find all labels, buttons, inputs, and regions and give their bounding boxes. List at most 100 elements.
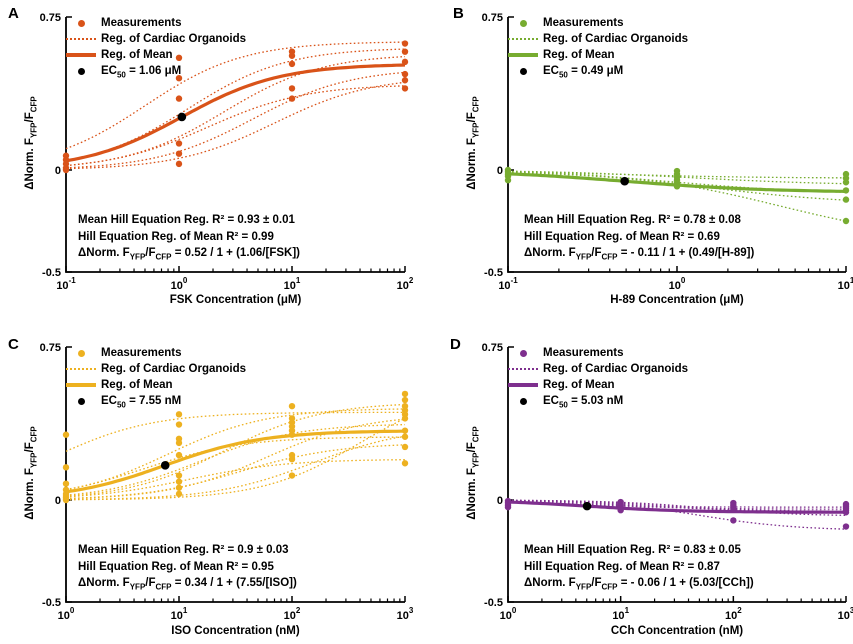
ec50-dot-marker: [519, 67, 527, 75]
legend-ec50-label: EC50 = 1.06 μM: [101, 65, 182, 80]
stats-line-1: Mean Hill Equation Reg. R² = 0.83 ± 0.05: [524, 544, 741, 556]
legend-item-measurements: Measurements: [508, 345, 688, 361]
legend-item-mean: Reg. of Mean: [508, 47, 688, 63]
svg-text:0: 0: [55, 165, 61, 177]
x-axis-label: H-89 Concentration (μM): [610, 294, 744, 306]
legend-item-mean: Reg. of Mean: [66, 377, 246, 393]
legend-mean-label: Reg. of Mean: [543, 49, 615, 61]
panel-c: C ΔNorm. FYFP/FCFP Measurements Reg. of …: [0, 322, 426, 644]
measurement-dot-marker: [519, 349, 527, 357]
stats-block: Mean Hill Equation Reg. R² = 0.9 ± 0.03 …: [78, 542, 297, 592]
svg-text:100: 100: [171, 276, 188, 292]
measurement-dot-marker: [77, 19, 85, 27]
legend-item-mean: Reg. of Mean: [508, 377, 688, 393]
stats-line-2: Hill Equation Reg. of Mean R² = 0.99: [78, 230, 274, 243]
legend-measurements-label: Measurements: [543, 347, 624, 359]
panel-letter: A: [8, 5, 19, 22]
legend-mean-label: Reg. of Mean: [101, 49, 173, 61]
stats-block: Mean Hill Equation Reg. R² = 0.78 ± 0.08…: [524, 212, 754, 262]
svg-text:101: 101: [838, 276, 853, 292]
organoid-dotted-line-marker: [508, 368, 538, 370]
legend-organoids-label: Reg. of Cardiac Organoids: [101, 33, 247, 45]
x-axis-label: CCh Concentration (nM): [610, 625, 744, 637]
legend-mean-label: Reg. of Mean: [543, 379, 615, 391]
stats-line-1: Mean Hill Equation Reg. R² = 0.9 ± 0.03: [78, 544, 289, 556]
svg-text:10-1: 10-1: [56, 276, 76, 292]
legend: Measurements Reg. of Cardiac Organoids R…: [66, 345, 246, 409]
svg-text:-0.5: -0.5: [42, 597, 61, 609]
legend-item-organoids: Reg. of Cardiac Organoids: [508, 31, 688, 47]
legend: Measurements Reg. of Cardiac Organoids R…: [66, 15, 246, 79]
y-axis-label: ΔNorm. FYFP/FCFP: [24, 426, 39, 520]
legend-ec50-label: EC50 = 0.49 μM: [543, 65, 624, 80]
svg-text:0.75: 0.75: [40, 12, 61, 24]
svg-text:-0.5: -0.5: [484, 267, 503, 279]
stats-line-2: Hill Equation Reg. of Mean R² = 0.95: [78, 560, 274, 573]
stats-line-1: Mean Hill Equation Reg. R² = 0.78 ± 0.08: [524, 214, 741, 226]
legend-organoids-label: Reg. of Cardiac Organoids: [101, 363, 247, 375]
svg-text:-0.5: -0.5: [42, 267, 61, 279]
x-axis-label: FSK Concentration (μM): [169, 294, 302, 306]
panel-letter: D: [450, 336, 461, 353]
y-axis-label: ΔNorm. FYFP/FCFP: [466, 426, 481, 520]
stats-line-2: Hill Equation Reg. of Mean R² = 0.69: [524, 230, 720, 243]
y-axis-label: ΔNorm. FYFP/FCFP: [24, 96, 39, 190]
legend-measurements-label: Measurements: [543, 17, 624, 29]
svg-text:0: 0: [497, 495, 503, 507]
stats-block: Mean Hill Equation Reg. R² = 0.83 ± 0.05…: [524, 542, 754, 592]
legend-measurements-label: Measurements: [101, 17, 182, 29]
svg-text:0.75: 0.75: [40, 342, 61, 354]
panel-a: A ΔNorm. FYFP/FCFP Measurements Reg. of …: [0, 0, 426, 322]
panel-letter: C: [8, 336, 19, 353]
legend-item-measurements: Measurements: [508, 15, 688, 31]
svg-text:-0.5: -0.5: [484, 597, 503, 609]
y-axis-label: ΔNorm. FYFP/FCFP: [466, 96, 481, 190]
legend-item-organoids: Reg. of Cardiac Organoids: [66, 361, 246, 377]
legend-item-ec50: EC50 = 1.06 μM: [66, 63, 246, 79]
mean-line-marker: [66, 383, 96, 387]
svg-text:0: 0: [497, 165, 503, 177]
legend-item-organoids: Reg. of Cardiac Organoids: [508, 361, 688, 377]
svg-text:101: 101: [612, 606, 629, 622]
legend-organoids-label: Reg. of Cardiac Organoids: [543, 33, 689, 45]
svg-text:100: 100: [500, 606, 517, 622]
svg-text:102: 102: [725, 606, 742, 622]
panel-d: D ΔNorm. FYFP/FCFP Measurements Reg. of …: [427, 322, 853, 644]
measurement-dot-marker: [77, 349, 85, 357]
mean-line-marker: [66, 53, 96, 57]
svg-text:100: 100: [58, 606, 75, 622]
legend-item-organoids: Reg. of Cardiac Organoids: [66, 31, 246, 47]
stats-block: Mean Hill Equation Reg. R² = 0.93 ± 0.01…: [78, 212, 300, 262]
mean-line-marker: [508, 53, 538, 57]
stats-equation: ΔNorm. FYFP/FCFP = 0.34 / 1 + (7.55/[ISO…: [78, 577, 297, 592]
legend: Measurements Reg. of Cardiac Organoids R…: [508, 15, 688, 79]
stats-equation: ΔNorm. FYFP/FCFP = - 0.06 / 1 + (5.03/[C…: [524, 577, 754, 592]
legend-item-measurements: Measurements: [66, 15, 246, 31]
legend-measurements-label: Measurements: [101, 347, 182, 359]
legend-organoids-label: Reg. of Cardiac Organoids: [543, 363, 689, 375]
svg-text:0: 0: [55, 495, 61, 507]
organoid-dotted-line-marker: [508, 38, 538, 40]
svg-text:10-1: 10-1: [498, 276, 518, 292]
mean-line-marker: [508, 383, 538, 387]
ec50-dot-marker: [519, 397, 527, 405]
svg-text:103: 103: [397, 606, 414, 622]
svg-text:102: 102: [284, 606, 301, 622]
svg-text:101: 101: [284, 276, 301, 292]
svg-text:100: 100: [669, 276, 686, 292]
svg-text:101: 101: [171, 606, 188, 622]
legend-mean-label: Reg. of Mean: [101, 379, 173, 391]
legend-item-ec50: EC50 = 0.49 μM: [508, 63, 688, 79]
legend: Measurements Reg. of Cardiac Organoids R…: [508, 345, 688, 409]
x-axis-label: ISO Concentration (nM): [171, 625, 300, 637]
stats-line-2: Hill Equation Reg. of Mean R² = 0.87: [524, 560, 720, 573]
legend-ec50-label: EC50 = 7.55 nM: [101, 395, 182, 410]
ec50-dot-marker: [77, 397, 85, 405]
svg-text:103: 103: [838, 606, 853, 622]
organoid-dotted-line-marker: [66, 38, 96, 40]
stats-equation: ΔNorm. FYFP/FCFP = - 0.11 / 1 + (0.49/[H…: [524, 247, 755, 262]
legend-item-measurements: Measurements: [66, 345, 246, 361]
svg-text:0.75: 0.75: [482, 342, 503, 354]
